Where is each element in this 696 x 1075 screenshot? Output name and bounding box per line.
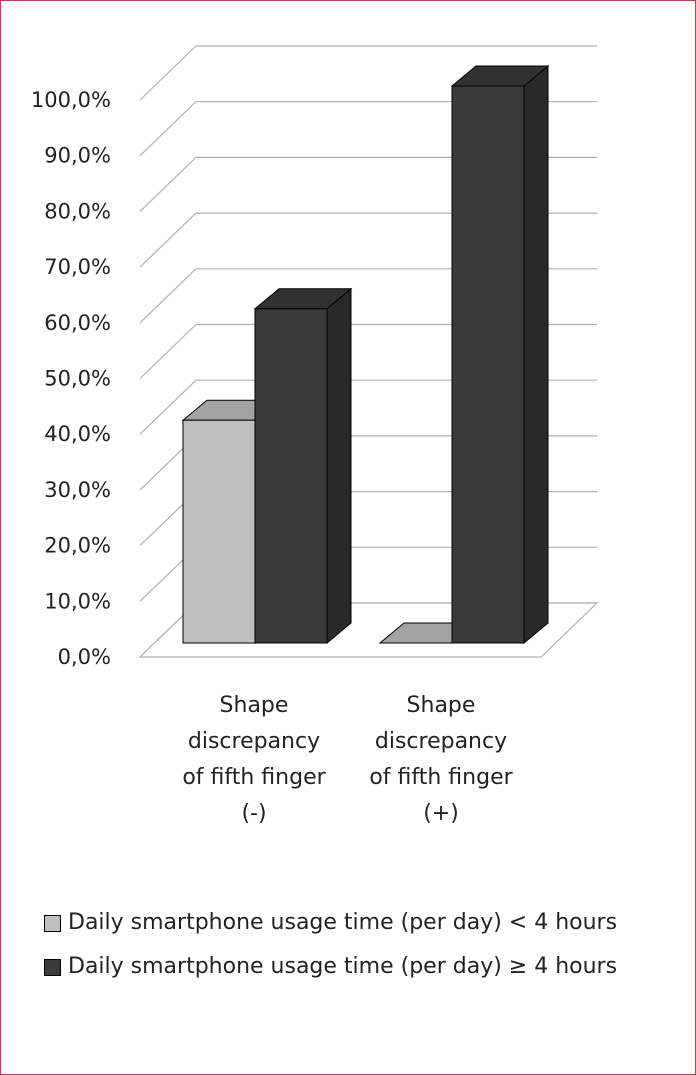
gridline-side [139,268,197,324]
y-tick-label: 40,0% [44,422,111,446]
legend-swatch-dark [44,959,61,976]
y-tick-label: 30,0% [44,478,111,502]
bar [254,308,328,644]
gridline-side [139,379,197,435]
y-tick-label: 50,0% [44,367,111,391]
y-tick-label: 70,0% [44,255,111,279]
y-tick-label: 90,0% [44,144,111,168]
legend-label-4-hours-or-more: Daily smartphone usage time (per day) ≥ … [68,954,618,979]
chart-plot-area: 0,0% 10,0% 20,0% 30,0% 40,0% 50,0% 60,0% 70,0% 8… [31,45,599,826]
y-tick-label: 80,0% [44,199,111,223]
bar-side [523,64,549,645]
legend-swatch-light [44,915,61,932]
bar [182,419,256,644]
x-category-label: discrepancy [375,729,507,754]
x-category-label: of fifth finger [182,765,326,790]
legend-label-less-than-4-hours: Daily smartphone usage time (per day) < … [68,910,618,935]
y-tick-label: 0,0% [58,645,111,669]
gridline-side [139,101,197,157]
x-category-label: discrepancy [188,729,320,754]
y-tick-label: 10,0% [44,589,111,613]
bar-side [326,287,352,645]
gridline-side [139,324,197,379]
bar [451,85,525,644]
x-category-label: Shape [407,693,476,718]
y-tick-label: 60,0% [44,311,111,335]
chart-legend: Daily smartphone usage time (per day) < … [44,906,644,994]
y-tick-label: 100,0% [31,88,111,112]
x-category-label: (+) [423,801,459,826]
x-category-label: of fifth finger [369,765,513,790]
gridline-side [139,212,197,268]
legend-item-less-than-4-hours: Daily smartphone usage time (per day) < … [44,906,644,940]
gridline-side [139,156,197,212]
legend-item-4-hours-or-more: Daily smartphone usage time (per day) ≥ … [44,950,644,984]
x-category-label: (-) [241,801,266,826]
y-tick-label: 20,0% [44,534,111,558]
x-category-label: Shape [220,693,289,718]
gridline-side [139,45,197,101]
